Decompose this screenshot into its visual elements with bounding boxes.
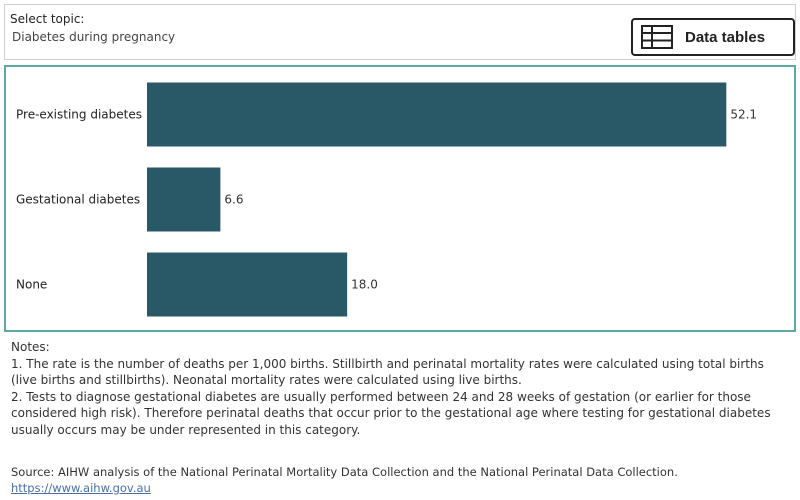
bar-chart: Pre-existing diabetes 52.1 Gestational dia…: [16, 82, 757, 317]
chart-panel: Pre-existing diabetes 52.1 Gestational dia…: [4, 65, 796, 332]
source: Source: AIHW analysis of the National Pe…: [11, 464, 791, 496]
data-tables-label: Data tables: [685, 28, 766, 46]
bar-none[interactable]: [147, 252, 348, 317]
source-text: Source: AIHW analysis of the National Pe…: [11, 465, 678, 479]
value-label-pre-existing-diabetes: 52.1: [730, 108, 757, 122]
note-2: 2. Tests to diagnose gestational diabete…: [11, 389, 771, 437]
bar-gestational-diabetes[interactable]: [147, 167, 221, 232]
category-label-pre-existing-diabetes: Pre-existing diabetes: [16, 108, 142, 122]
notes-heading: Notes:: [11, 340, 50, 354]
topic-label: Select topic:: [10, 12, 85, 26]
topic-selector[interactable]: Select topic: Diabetes during pregnancy …: [4, 4, 796, 60]
source-link[interactable]: https://www.aihw.gov.au: [11, 481, 151, 495]
table-icon: [641, 25, 673, 49]
notes: Notes: 1. The rate is the number of deat…: [11, 339, 791, 439]
topic-value[interactable]: Diabetes during pregnancy: [12, 30, 176, 44]
data-tables-button[interactable]: Data tables: [631, 18, 795, 56]
bar-pre-existing-diabetes[interactable]: [147, 82, 727, 147]
value-label-none: 18.0: [351, 278, 378, 292]
value-label-gestational-diabetes: 6.6: [224, 193, 243, 207]
category-label-gestational-diabetes: Gestational diabetes: [16, 193, 140, 207]
note-1: 1. The rate is the number of deaths per …: [11, 356, 764, 388]
category-label-none: None: [16, 278, 47, 292]
